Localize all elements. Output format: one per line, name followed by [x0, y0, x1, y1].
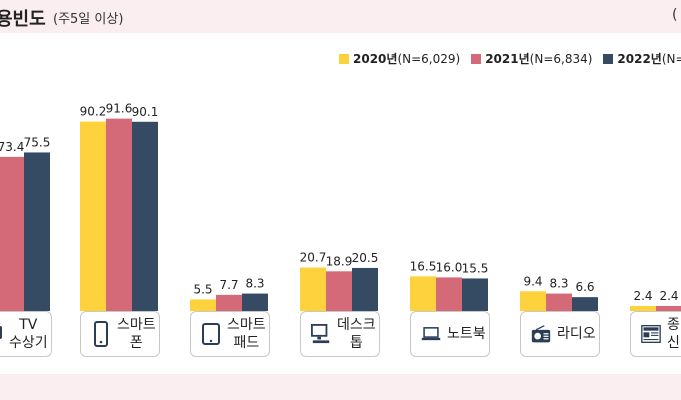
data-label-2020년-5: 9.4 — [523, 274, 542, 288]
data-label-2021년-2: 7.7 — [219, 278, 238, 292]
header-band: 용빈도 (주5일 이상) ( — [0, 0, 681, 33]
legend: 2020년(N=6,029) 2021년(N=6,834) 2022년(N= — [339, 50, 681, 67]
data-label-2021년-6: 2.4 — [659, 289, 678, 303]
tablet-icon — [201, 320, 221, 348]
category-box-5: 라디오 — [520, 311, 600, 357]
category-label-0: TV 수상기 — [9, 317, 48, 351]
legend-item-2022: 2022년(N= — [603, 50, 681, 67]
legend-item-2021: 2021년(N=6,834) — [471, 50, 592, 67]
category-label-4: 노트북 — [447, 326, 486, 342]
bar-2022년-5 — [572, 297, 598, 311]
tv-icon — [0, 320, 3, 348]
header-right-mark: ( — [672, 7, 678, 23]
category-box-1: 스마트 폰 — [80, 311, 160, 357]
data-label-2021년-5: 8.3 — [549, 277, 568, 291]
legend-swatch-2022 — [603, 53, 614, 64]
category-label-5: 라디오 — [557, 326, 596, 342]
category-box-6: 종 신 — [630, 311, 681, 357]
data-label-2021년-1: 91.6 — [106, 102, 133, 116]
legend-swatch-2020 — [339, 53, 349, 64]
data-label-2020년-6: 2.4 — [633, 289, 652, 303]
bar-2022년-1 — [132, 121, 158, 311]
bar-2021년-0 — [0, 156, 24, 311]
category-label-1: 스마트 폰 — [117, 317, 156, 351]
data-label-2021년-0: 73.4 — [0, 140, 24, 154]
legend-swatch-2021 — [471, 53, 482, 64]
chart-title: 용빈도 — [0, 9, 46, 30]
legend-n-2022: (N= — [661, 52, 681, 66]
bar-2022년-0 — [24, 152, 50, 311]
data-label-2022년-3: 20.5 — [352, 251, 379, 265]
bar-2021년-4 — [436, 277, 462, 311]
bar-2020년-3 — [300, 267, 326, 311]
bar-2021년-6 — [656, 305, 681, 311]
bar-2021년-3 — [326, 271, 352, 311]
bottom-band — [0, 374, 681, 400]
legend-n-2021: (N=6,834) — [529, 52, 593, 66]
bar-2021년-5 — [546, 293, 572, 311]
bar-2021년-1 — [106, 118, 132, 311]
category-label-2: 스마트 패드 — [227, 317, 266, 351]
bar-2022년-3 — [352, 267, 378, 311]
data-label-2020년-1: 90.2 — [80, 105, 107, 119]
legend-year-2022: 2022년 — [617, 52, 662, 66]
bar-2020년-2 — [190, 299, 216, 311]
category-box-3: 데스크 톱 — [300, 311, 380, 357]
data-label-2021년-4: 16.0 — [436, 260, 463, 274]
legend-year-2020: 2020년 — [353, 52, 398, 66]
bar-2022년-2 — [242, 293, 268, 311]
laptop-icon — [421, 320, 441, 348]
newspaper-icon — [641, 320, 661, 348]
chart-subtitle: (주5일 이상) — [53, 12, 124, 27]
bar-2020년-4 — [410, 276, 436, 311]
category-box-4: 노트북 — [410, 311, 490, 357]
data-label-2021년-3: 18.9 — [326, 254, 353, 268]
category-box-0: TV 수상기 — [0, 311, 52, 357]
category-box-2: 스마트 패드 — [190, 311, 270, 357]
category-label-6: 종 신 — [667, 317, 680, 351]
legend-n-2020: (N=6,029) — [397, 52, 461, 66]
bar-2020년-6 — [630, 305, 656, 311]
radio-icon — [531, 320, 551, 348]
data-label-2022년-5: 6.6 — [575, 280, 594, 294]
bar-2020년-1 — [80, 121, 106, 311]
data-label-2020년-4: 16.5 — [410, 259, 437, 273]
legend-item-2020: 2020년(N=6,029) — [339, 50, 460, 67]
desktop-icon — [311, 320, 331, 348]
data-label-2022년-0: 75.5 — [24, 135, 51, 149]
data-label-2022년-1: 90.1 — [132, 105, 159, 119]
bar-2022년-4 — [462, 278, 488, 311]
data-label-2020년-2: 5.5 — [193, 282, 212, 296]
data-label-2022년-4: 15.5 — [462, 261, 489, 275]
legend-year-2021: 2021년 — [485, 52, 530, 66]
smartphone-icon — [91, 320, 111, 348]
data-label-2022년-2: 8.3 — [245, 277, 264, 291]
bar-2021년-2 — [216, 294, 242, 311]
bar-2020년-5 — [520, 291, 546, 311]
data-label-2020년-3: 20.7 — [300, 251, 327, 265]
category-label-3: 데스크 톱 — [337, 317, 376, 351]
